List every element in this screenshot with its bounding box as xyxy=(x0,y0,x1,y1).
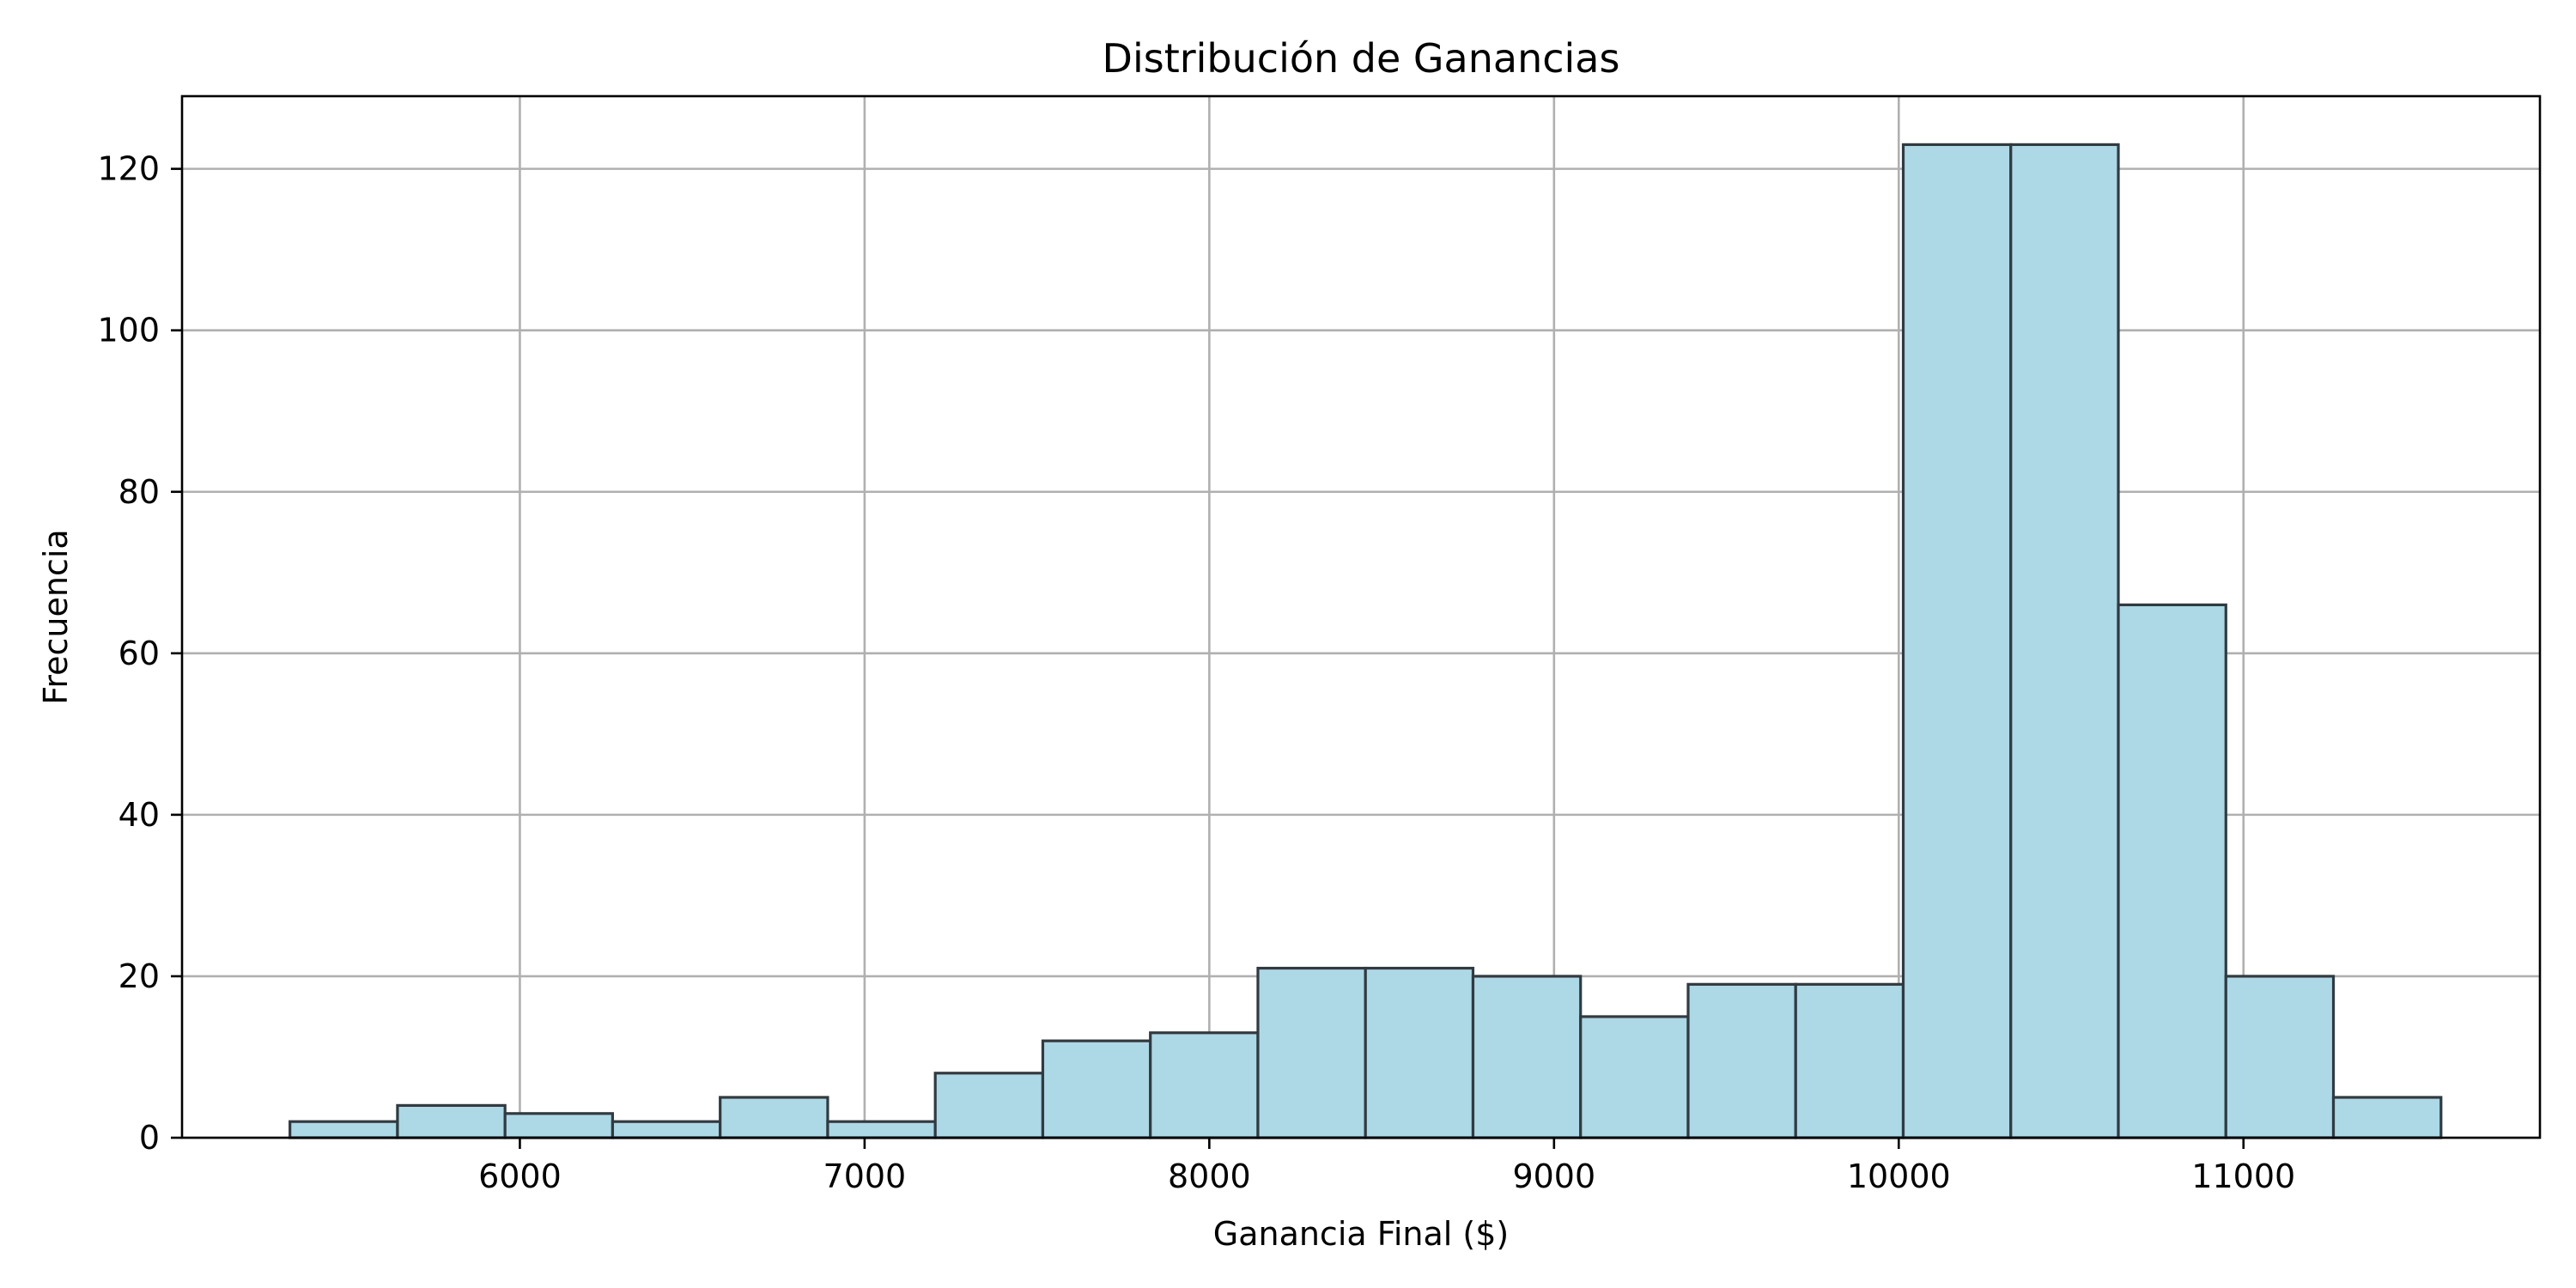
bars-layer xyxy=(289,143,2443,1139)
y-tick-label: 100 xyxy=(97,312,160,349)
histogram-bar xyxy=(1579,1015,1690,1139)
histogram-bar xyxy=(2009,143,2120,1139)
histogram-bar xyxy=(1471,975,1583,1139)
chart-title: Distribución de Ganancias xyxy=(1103,35,1620,82)
histogram-bar xyxy=(1901,143,2013,1139)
histogram-bar xyxy=(1256,966,1367,1139)
histogram-bar xyxy=(1686,982,1797,1139)
histogram-bar xyxy=(1794,982,1905,1139)
y-tick-label: 0 xyxy=(139,1119,160,1157)
histogram-bar xyxy=(2117,603,2227,1139)
histogram-bar xyxy=(289,1120,399,1139)
histogram-bar xyxy=(611,1120,722,1139)
histogram-bar xyxy=(1041,1039,1152,1139)
histogram-bar xyxy=(1364,966,1475,1139)
y-tick-label: 60 xyxy=(118,635,160,672)
ticks-layer: 6000 7000 8000 9000 10000 11000 0 20 40 60 80 100 12… xyxy=(97,150,2295,1195)
histogram-bar xyxy=(396,1103,507,1139)
y-tick-label: 80 xyxy=(118,473,160,511)
plot-frame xyxy=(180,94,2542,1139)
histogram-bar xyxy=(826,1120,937,1139)
x-tick-label: 6000 xyxy=(478,1157,562,1195)
x-tick-label: 8000 xyxy=(1168,1157,1251,1195)
histogram-bar xyxy=(503,1112,615,1139)
x-tick-label: 10000 xyxy=(1847,1157,1951,1195)
y-tick-label: 120 xyxy=(97,150,160,188)
x-tick-label: 7000 xyxy=(823,1157,907,1195)
histogram-bar xyxy=(1149,1031,1260,1139)
x-tick-label: 11000 xyxy=(2191,1157,2295,1195)
x-tick-label: 9000 xyxy=(1512,1157,1595,1195)
x-axis-label: Ganancia Final ($) xyxy=(1213,1215,1510,1253)
histogram-bar xyxy=(933,1072,1045,1139)
histogram-bar xyxy=(2224,975,2336,1139)
y-axis-label: Frecuencia xyxy=(37,529,75,704)
histogram-bar xyxy=(2331,1096,2443,1139)
y-tick-label: 40 xyxy=(118,796,160,834)
y-tick-label: 20 xyxy=(118,957,160,995)
histogram-bar xyxy=(719,1096,829,1139)
